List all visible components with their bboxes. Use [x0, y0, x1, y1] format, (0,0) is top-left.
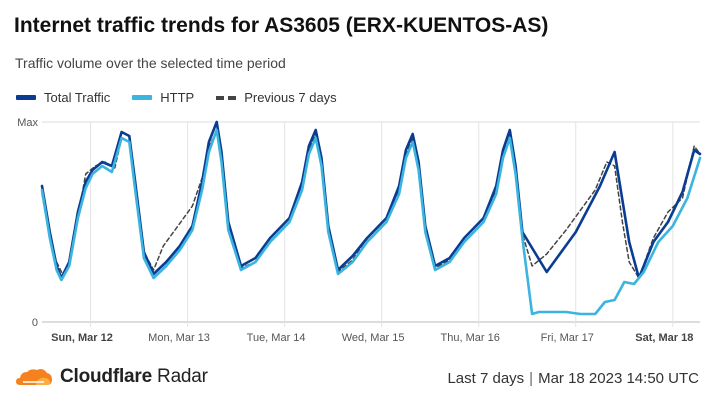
- y-tick-label: 0: [32, 317, 38, 329]
- x-tick-label: Thu, Mar 16: [441, 332, 500, 344]
- x-tick-label: Fri, Mar 17: [541, 332, 594, 344]
- legend-item-total-traffic[interactable]: Total Traffic: [16, 90, 110, 105]
- timestamp-label: Mar 18 2023 14:50 UTC: [538, 370, 699, 387]
- traffic-line-chart: Max 0 Sun, Mar 12 Mon, Mar 13 Tue, Mar 14 Wed…: [17, 117, 702, 344]
- x-tick-label: Mon, Mar 13: [148, 332, 210, 344]
- legend-label-http: HTTP: [160, 90, 195, 105]
- chart-legend: Total Traffic HTTP Previous 7 days: [16, 90, 359, 105]
- cloudflare-radar-logo[interactable]: Cloudflare Radar: [14, 366, 208, 388]
- legend-label-total-traffic: Total Traffic: [44, 90, 111, 105]
- x-tick-label: Wed, Mar 15: [342, 332, 405, 344]
- chart-subtitle: Traffic volume over the selected time pe…: [15, 55, 286, 71]
- cloudflare-cloud-icon: [16, 369, 52, 385]
- x-tick-label: Sat, Mar 18: [635, 332, 693, 344]
- legend-swatch-total-traffic: [16, 95, 36, 100]
- x-tick-label: Tue, Mar 14: [247, 332, 306, 344]
- chart-title: Internet traffic trends for AS3605 (ERX-…: [14, 14, 549, 37]
- series-line-http: [40, 128, 702, 316]
- legend-swatch-http: [132, 95, 153, 100]
- series-line-previous-7-days: [41, 131, 701, 279]
- time-range-label: Last 7 days: [447, 370, 525, 387]
- time-range-info: Last 7 days | Mar 18 2023 14:50 UTC: [447, 370, 699, 387]
- legend-item-previous-7-days[interactable]: Previous 7 days: [216, 90, 337, 105]
- y-tick-label: Max: [17, 117, 38, 129]
- brand-name: Cloudflare Radar: [60, 366, 208, 387]
- legend-item-http[interactable]: HTTP: [132, 90, 194, 105]
- x-tick-label: Sun, Mar 12: [51, 332, 113, 344]
- series-line-total-traffic: [40, 120, 702, 280]
- legend-swatch-previous-7-days: [216, 95, 237, 100]
- legend-label-previous-7-days: Previous 7 days: [244, 90, 337, 105]
- separator: |: [529, 370, 534, 387]
